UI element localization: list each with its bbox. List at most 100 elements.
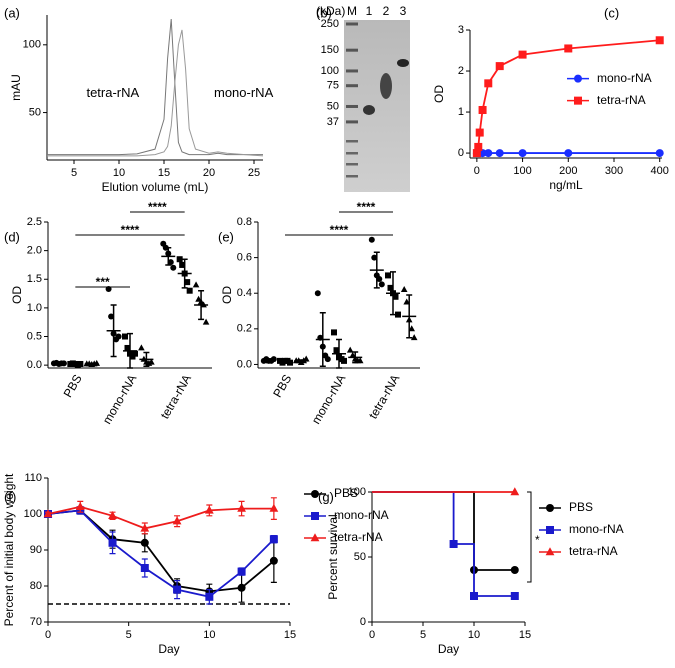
protein-band — [397, 59, 409, 67]
mean-sd-bar — [278, 359, 292, 363]
marker — [184, 279, 191, 286]
marker-label: 150 — [321, 44, 339, 56]
marker — [138, 344, 145, 351]
panel-label: (c) — [604, 5, 619, 20]
marker — [474, 142, 483, 151]
x-tick-label: 10 — [113, 167, 125, 179]
panel-label: (b) — [316, 5, 332, 20]
x-tick-label: PBS — [270, 372, 294, 400]
panel-label: (g) — [318, 489, 334, 504]
protein-band — [363, 105, 375, 115]
x-axis-label: Day — [438, 642, 459, 656]
mean-sd-bar — [402, 294, 417, 339]
marker — [140, 564, 149, 572]
survival-line — [372, 491, 515, 597]
x-tick-label: 200 — [559, 165, 577, 177]
marker — [449, 540, 458, 548]
marker — [472, 149, 481, 158]
marker — [341, 357, 347, 364]
mean-sd-bar — [386, 271, 400, 316]
significance-label: **** — [330, 223, 349, 237]
marker — [495, 62, 504, 71]
marker — [495, 149, 504, 158]
significance-bracket — [527, 491, 532, 583]
marker — [371, 254, 378, 261]
x-tick-label: 5 — [126, 629, 132, 641]
marker — [324, 356, 331, 363]
marker — [140, 538, 149, 547]
legend-label: mono-rNA — [597, 71, 652, 85]
y-tick-label: 1 — [458, 106, 464, 118]
protein-band — [380, 73, 392, 99]
legend-label: PBS — [334, 486, 358, 500]
marker — [395, 311, 401, 318]
y-tick-label: 0.5 — [27, 330, 42, 342]
ladder-band — [346, 163, 358, 166]
mean-sd-bar — [369, 251, 384, 289]
lane-label: 3 — [400, 4, 407, 18]
marker — [148, 358, 155, 365]
marker — [564, 44, 573, 53]
y-tick-label: 50 — [354, 551, 366, 563]
y-tick-label: 0 — [360, 616, 366, 628]
x-axis-label: ng/mL — [549, 178, 583, 192]
x-tick-label: tetra-rNA — [366, 372, 402, 421]
y-tick-label: 110 — [24, 472, 42, 484]
marker — [205, 592, 214, 601]
marker — [510, 566, 519, 574]
y-tick-label: 2 — [458, 65, 464, 77]
x-tick-label: 15 — [158, 167, 170, 179]
ladder-band — [346, 152, 358, 155]
series-line — [47, 29, 264, 157]
legend-marker — [574, 96, 582, 105]
y-tick-label: 0.2 — [237, 323, 252, 335]
marker — [356, 357, 364, 364]
y-tick-label: 2.5 — [27, 216, 42, 228]
x-tick-label: 15 — [519, 629, 531, 641]
legend-marker — [545, 547, 555, 556]
marker — [346, 346, 354, 353]
mean-sd-bar — [161, 247, 176, 266]
panel-label: (f) — [4, 489, 16, 504]
marker — [237, 567, 246, 576]
marker — [179, 261, 186, 268]
marker — [655, 149, 664, 158]
marker — [400, 286, 408, 293]
y-tick-label: 0.4 — [237, 287, 252, 299]
marker — [132, 350, 138, 357]
y-tick-label: 100 — [348, 486, 366, 498]
y-axis-label: Percent survival — [326, 514, 340, 599]
ladder-band — [346, 140, 358, 143]
significance-label: **** — [357, 200, 376, 214]
marker — [518, 50, 527, 59]
ladder-band — [346, 104, 358, 108]
y-tick-label: 50 — [29, 106, 41, 118]
marker — [385, 272, 391, 279]
marker — [140, 523, 150, 532]
marker — [484, 149, 493, 158]
marker — [378, 281, 385, 288]
mean-sd-bar — [315, 312, 330, 367]
marker — [333, 347, 340, 354]
legend-label: tetra-rNA — [334, 530, 383, 544]
y-axis-label: OD — [220, 286, 234, 304]
mean-sd-bar — [106, 304, 121, 358]
marker — [170, 264, 177, 271]
y-tick-label: 2.0 — [27, 245, 42, 257]
marker — [108, 538, 117, 547]
legend-marker — [311, 490, 319, 498]
significance-label: * — [535, 533, 540, 547]
y-tick-label: 0.6 — [237, 252, 252, 264]
legend-marker — [310, 533, 320, 542]
marker — [408, 325, 415, 332]
panel-label: (e) — [218, 229, 234, 244]
x-tick-label: mono-rNA — [100, 372, 139, 426]
y-tick-label: 100 — [23, 39, 41, 51]
survival-line — [372, 491, 515, 571]
mean-sd-bar — [139, 351, 154, 368]
y-tick-label: 1.0 — [27, 302, 42, 314]
y-tick-label: 100 — [24, 508, 42, 520]
marker — [269, 535, 278, 544]
marker — [287, 359, 293, 366]
